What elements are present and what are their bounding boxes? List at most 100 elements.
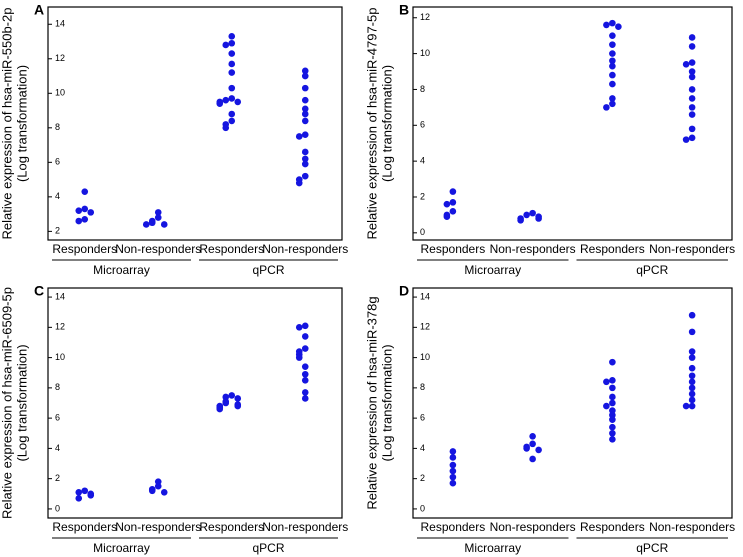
data-point (688, 364, 696, 372)
data-point (609, 436, 616, 443)
data-point (301, 370, 309, 378)
data-point (529, 209, 536, 217)
data-point (688, 43, 696, 50)
data-point (443, 200, 451, 208)
data-point (688, 73, 696, 81)
data-point (449, 448, 457, 455)
data-point (154, 482, 162, 490)
group-label: Microarray (464, 541, 521, 555)
data-point (301, 110, 309, 118)
data-point (228, 392, 236, 399)
data-point (228, 84, 236, 92)
data-point (609, 41, 616, 48)
data-point (449, 461, 457, 469)
group-label: qPCR (636, 263, 668, 277)
data-point (148, 219, 156, 227)
plot-frame (47, 287, 343, 519)
group-label: Microarray (464, 263, 521, 277)
y-tick-label: 4 (55, 191, 60, 201)
panel: B Relative expression of hsa-miR-4797-5p(… (364, 2, 735, 277)
data-point (216, 405, 224, 413)
y-tick-label: 2 (55, 226, 60, 236)
data-point (301, 389, 309, 396)
data-point (295, 133, 303, 140)
data-point (301, 395, 309, 402)
data-point (301, 84, 309, 92)
x-tick-label: Responders (580, 520, 645, 534)
data-point (449, 473, 457, 481)
data-point (688, 104, 696, 111)
y-tick-label: 2 (55, 473, 60, 483)
data-point (216, 100, 224, 107)
x-tick-label: Non-responders (115, 242, 201, 256)
data-point (603, 378, 610, 386)
data-point (222, 124, 230, 132)
data-point (81, 205, 89, 213)
data-point (222, 41, 230, 49)
data-point (234, 98, 242, 106)
data-point (609, 19, 616, 27)
x-tick-label: Non-responders (649, 242, 735, 256)
data-point (688, 125, 696, 133)
data-point (301, 131, 309, 139)
data-point (529, 440, 536, 448)
data-point (301, 117, 309, 125)
data-point (688, 59, 696, 66)
x-tick-label: Responders (52, 520, 117, 534)
data-point (301, 363, 309, 370)
data-point (603, 402, 610, 410)
data-point (154, 209, 162, 216)
x-tick-label: Responders (580, 242, 645, 256)
y-tick-label: 6 (420, 413, 425, 423)
data-point (228, 39, 236, 47)
data-point (301, 67, 309, 75)
y-tick-label: 2 (420, 191, 425, 201)
y-tick-label: 14 (55, 291, 65, 301)
data-point (688, 402, 696, 410)
y-tick-label: 4 (420, 156, 425, 166)
data-point (301, 96, 309, 104)
data-point (523, 445, 530, 452)
data-point (301, 333, 309, 340)
data-point (603, 21, 610, 29)
data-point (529, 432, 536, 440)
y-tick-label: 10 (55, 352, 65, 362)
data-point (443, 213, 451, 220)
data-point (688, 354, 696, 361)
data-point (609, 57, 616, 65)
panel-label: A (34, 2, 44, 18)
x-tick-label: Responders (421, 520, 486, 534)
data-point (228, 60, 236, 68)
data-point (154, 214, 162, 221)
x-tick-label: Non-responders (262, 520, 348, 534)
data-point (449, 467, 457, 475)
data-point (301, 148, 309, 156)
y-tick-label: 0 (420, 503, 425, 513)
y-axis-label: Relative expression of hsa-miR-6509-5p (0, 287, 14, 519)
y-tick-label: 10 (55, 88, 65, 98)
data-point (87, 209, 95, 216)
data-point (449, 188, 457, 195)
data-point (688, 134, 696, 142)
data-point (688, 396, 696, 404)
x-tick-label: Non-responders (490, 242, 576, 256)
y-tick-label: 2 (420, 473, 425, 483)
y-axis-label: (Log transformation) (379, 65, 394, 182)
panel-label: C (34, 283, 44, 299)
y-tick-label: 8 (420, 84, 425, 94)
plot-frame (412, 287, 733, 519)
data-point (81, 215, 89, 223)
data-point (75, 217, 83, 225)
data-point (449, 208, 457, 215)
y-tick-label: 12 (420, 12, 430, 22)
group-label: Microarray (93, 263, 150, 277)
x-tick-label: Non-responders (115, 520, 201, 534)
data-point (75, 207, 83, 214)
data-point (535, 446, 542, 454)
data-point (228, 110, 236, 118)
y-axis-label: (Log transformation) (379, 344, 394, 461)
panel: C Relative expression of hsa-miR-6509-5p(… (0, 283, 348, 555)
data-point (609, 62, 616, 70)
x-tick-label: Non-responders (262, 242, 348, 256)
data-point (609, 95, 616, 102)
